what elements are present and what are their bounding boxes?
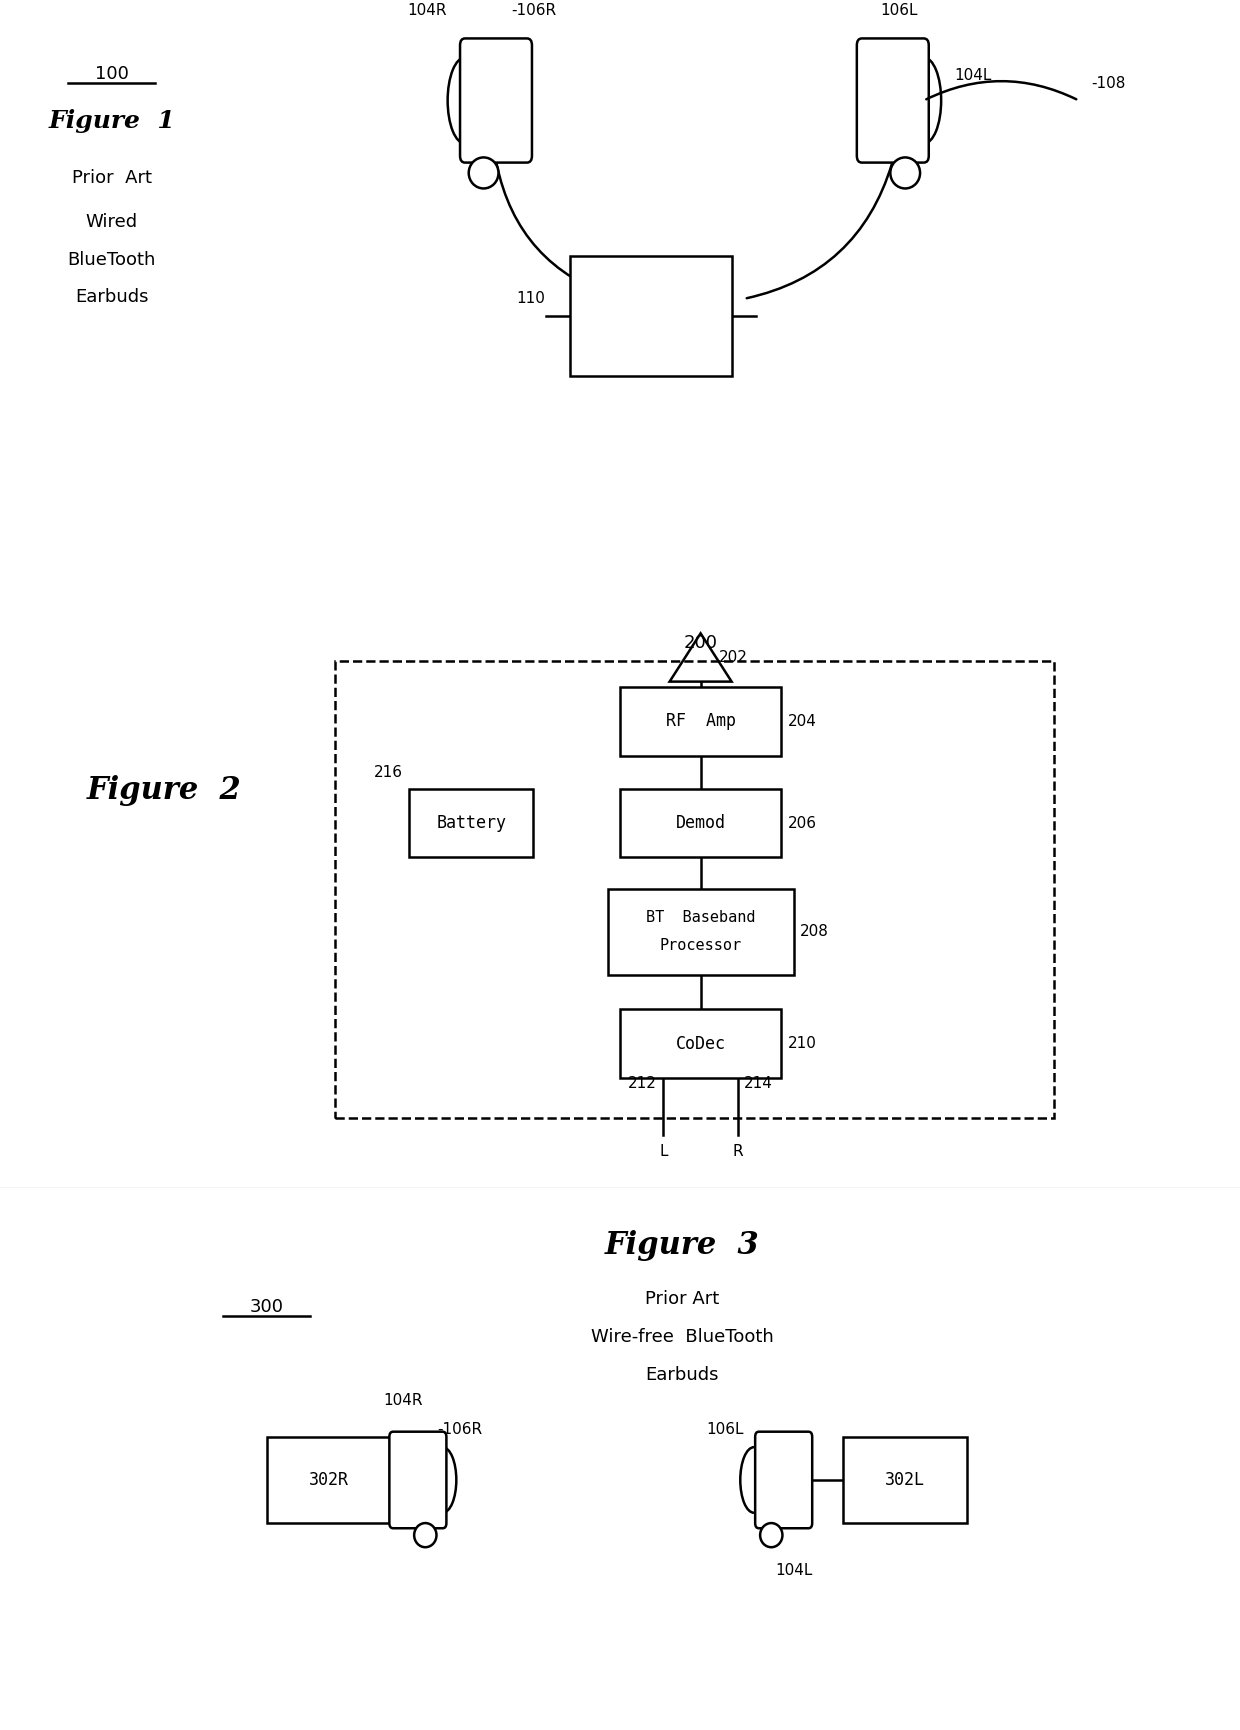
Bar bbox=[843, 1438, 967, 1522]
Text: 204: 204 bbox=[787, 714, 816, 728]
Text: 104R: 104R bbox=[383, 1393, 423, 1408]
Text: BT  Baseband: BT Baseband bbox=[646, 910, 755, 926]
Ellipse shape bbox=[906, 57, 941, 144]
Ellipse shape bbox=[740, 1448, 768, 1512]
Bar bbox=[620, 687, 781, 756]
Bar bbox=[608, 889, 794, 974]
Text: -108: -108 bbox=[1091, 76, 1126, 90]
Text: Prior Art: Prior Art bbox=[645, 1291, 719, 1308]
Text: 104R: 104R bbox=[407, 3, 446, 17]
FancyBboxPatch shape bbox=[857, 38, 929, 163]
Text: RF  Amp: RF Amp bbox=[666, 713, 735, 730]
FancyBboxPatch shape bbox=[335, 661, 1054, 1118]
Text: 104L: 104L bbox=[955, 67, 992, 83]
Text: Figure  3: Figure 3 bbox=[605, 1230, 759, 1261]
Text: 212: 212 bbox=[629, 1076, 657, 1092]
Text: 106L: 106L bbox=[880, 3, 918, 17]
Text: Earbuds: Earbuds bbox=[74, 289, 149, 306]
Text: 104L: 104L bbox=[775, 1562, 812, 1578]
Bar bbox=[620, 789, 781, 858]
Text: 210: 210 bbox=[787, 1036, 816, 1052]
Text: 202: 202 bbox=[719, 650, 748, 664]
Text: Wired: Wired bbox=[86, 213, 138, 230]
Text: Demod: Demod bbox=[676, 815, 725, 832]
Text: BlueTooth: BlueTooth bbox=[67, 251, 156, 268]
Ellipse shape bbox=[760, 1522, 782, 1547]
Text: Processor: Processor bbox=[660, 938, 742, 953]
Text: 302L: 302L bbox=[885, 1470, 925, 1490]
Text: Figure  1: Figure 1 bbox=[48, 109, 175, 133]
Text: 302R: 302R bbox=[309, 1470, 348, 1490]
FancyBboxPatch shape bbox=[460, 38, 532, 163]
Bar bbox=[267, 1438, 391, 1522]
Text: R: R bbox=[733, 1144, 743, 1159]
Text: 110: 110 bbox=[517, 291, 546, 306]
Text: -106R: -106R bbox=[438, 1422, 482, 1438]
Text: Figure  2: Figure 2 bbox=[87, 775, 242, 806]
Text: Wire-free  BlueTooth: Wire-free BlueTooth bbox=[590, 1329, 774, 1346]
Ellipse shape bbox=[890, 157, 920, 189]
Text: Prior  Art: Prior Art bbox=[72, 170, 151, 187]
Text: Earbuds: Earbuds bbox=[645, 1367, 719, 1384]
Text: 200: 200 bbox=[683, 635, 718, 652]
Text: 216: 216 bbox=[374, 765, 403, 780]
Bar bbox=[570, 256, 732, 377]
Ellipse shape bbox=[429, 1448, 456, 1512]
Bar bbox=[409, 789, 533, 858]
Text: CoDec: CoDec bbox=[676, 1035, 725, 1054]
Text: 208: 208 bbox=[800, 924, 828, 939]
Text: -106R: -106R bbox=[511, 3, 556, 17]
Bar bbox=[620, 1009, 781, 1078]
Text: 206: 206 bbox=[787, 815, 816, 830]
Text: Battery: Battery bbox=[436, 815, 506, 832]
Text: 300: 300 bbox=[249, 1298, 284, 1317]
FancyBboxPatch shape bbox=[389, 1432, 446, 1528]
Ellipse shape bbox=[414, 1522, 436, 1547]
Text: 214: 214 bbox=[744, 1076, 773, 1092]
Text: 106L: 106L bbox=[707, 1422, 744, 1438]
Ellipse shape bbox=[448, 57, 482, 144]
FancyBboxPatch shape bbox=[755, 1432, 812, 1528]
Text: L: L bbox=[660, 1144, 667, 1159]
Text: 100: 100 bbox=[94, 66, 129, 83]
Ellipse shape bbox=[469, 157, 498, 189]
